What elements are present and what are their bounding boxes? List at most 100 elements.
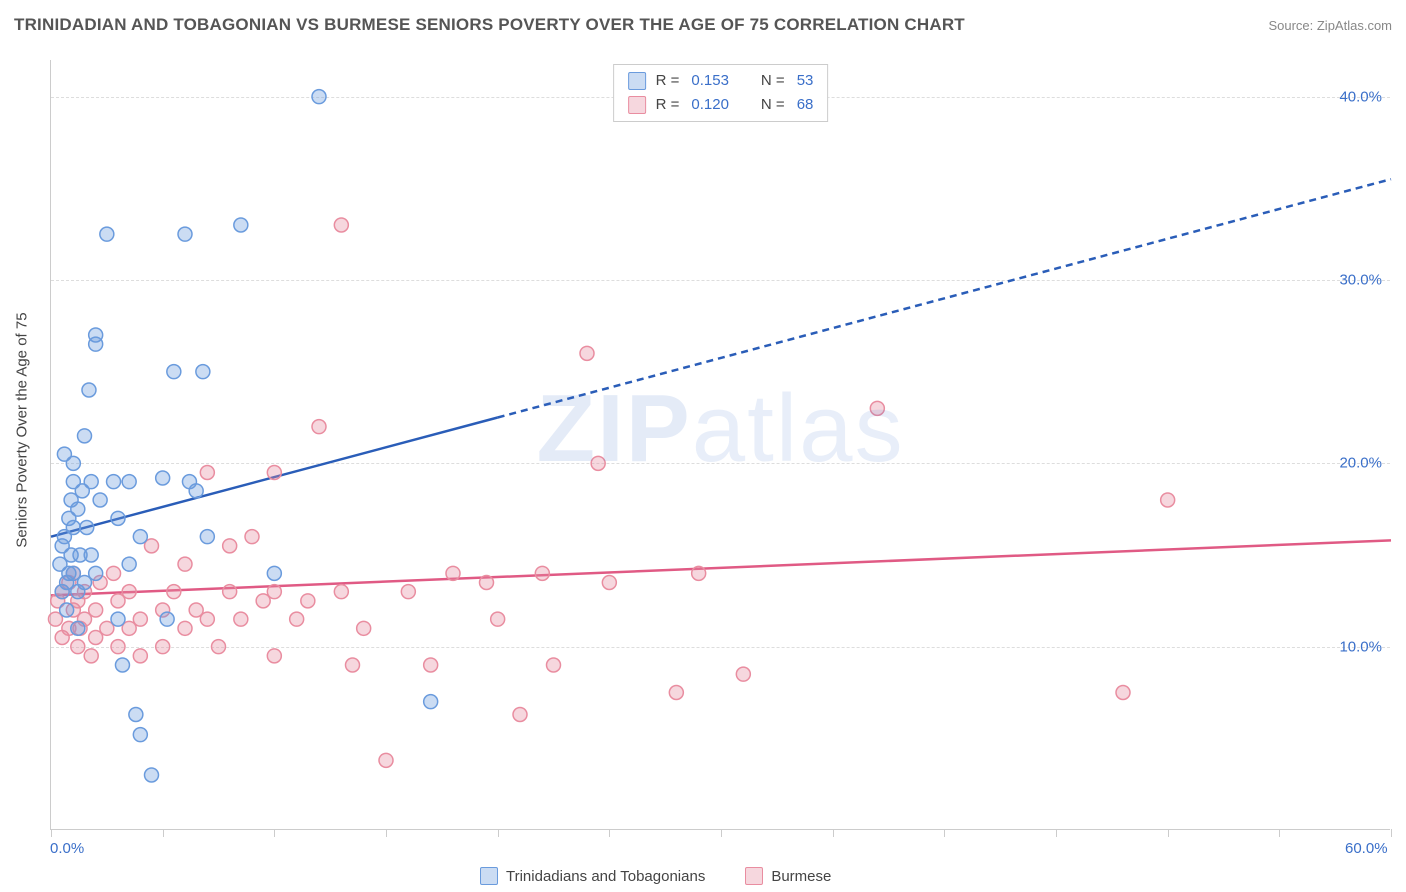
- chart-header: TRINIDADIAN AND TOBAGONIAN VS BURMESE SE…: [0, 0, 1406, 40]
- data-point: [156, 640, 170, 654]
- x-tick-label: 60.0%: [1345, 840, 1388, 857]
- x-tick: [1279, 829, 1280, 837]
- data-point: [334, 218, 348, 232]
- data-point: [129, 708, 143, 722]
- legend-item-bm: Burmese: [745, 867, 831, 885]
- legend-label-tt: Trinidadians and Tobagonians: [506, 868, 705, 885]
- plot-svg: [51, 60, 1390, 829]
- legend-item-tt: Trinidadians and Tobagonians: [480, 867, 705, 885]
- data-point: [111, 612, 125, 626]
- data-point: [133, 530, 147, 544]
- data-point: [535, 566, 549, 580]
- data-point: [115, 658, 129, 672]
- x-tick: [1391, 829, 1392, 837]
- data-point: [84, 475, 98, 489]
- data-point: [692, 566, 706, 580]
- data-point: [234, 218, 248, 232]
- data-point: [446, 566, 460, 580]
- data-point: [71, 621, 85, 635]
- data-point: [145, 768, 159, 782]
- data-point: [107, 475, 121, 489]
- data-point: [334, 585, 348, 599]
- data-point: [301, 594, 315, 608]
- chart-source: Source: ZipAtlas.com: [1268, 18, 1392, 33]
- x-tick: [498, 829, 499, 837]
- data-point: [1116, 686, 1130, 700]
- data-point: [196, 365, 210, 379]
- data-point: [82, 383, 96, 397]
- data-point: [290, 612, 304, 626]
- y-tick-label: 20.0%: [1339, 455, 1382, 472]
- data-point: [89, 603, 103, 617]
- data-point: [111, 640, 125, 654]
- data-point: [80, 521, 94, 535]
- data-point: [547, 658, 561, 672]
- x-tick: [833, 829, 834, 837]
- data-point: [156, 471, 170, 485]
- data-point: [424, 658, 438, 672]
- data-point: [100, 227, 114, 241]
- data-point: [200, 466, 214, 480]
- trend-line: [51, 540, 1391, 595]
- swatch-tt: [628, 72, 646, 90]
- data-point: [480, 576, 494, 590]
- data-point: [84, 649, 98, 663]
- legend-series: Trinidadians and Tobagonians Burmese: [50, 862, 1390, 890]
- data-point: [122, 557, 136, 571]
- data-point: [357, 621, 371, 635]
- legend-stat-bm: R = 0.120 N = 68: [628, 93, 814, 117]
- data-point: [178, 621, 192, 635]
- data-point: [78, 429, 92, 443]
- legend-stats: R = 0.153 N = 53 R = 0.120 N = 68: [613, 64, 829, 122]
- data-point: [234, 612, 248, 626]
- y-tick-label: 30.0%: [1339, 272, 1382, 289]
- data-point: [66, 456, 80, 470]
- data-point: [223, 539, 237, 553]
- data-point: [71, 640, 85, 654]
- data-point: [1161, 493, 1175, 507]
- data-point: [223, 585, 237, 599]
- data-point: [200, 612, 214, 626]
- legend-label-bm: Burmese: [771, 868, 831, 885]
- chart-title: TRINIDADIAN AND TOBAGONIAN VS BURMESE SE…: [14, 15, 965, 35]
- y-tick-label: 40.0%: [1339, 88, 1382, 105]
- data-point: [178, 557, 192, 571]
- data-point: [107, 566, 121, 580]
- data-point: [513, 708, 527, 722]
- data-point: [60, 603, 74, 617]
- data-point: [89, 328, 103, 342]
- data-point: [401, 585, 415, 599]
- data-point: [167, 585, 181, 599]
- data-point: [66, 521, 80, 535]
- data-point: [267, 649, 281, 663]
- data-point: [346, 658, 360, 672]
- data-point: [111, 511, 125, 525]
- x-tick: [721, 829, 722, 837]
- data-point: [267, 585, 281, 599]
- data-point: [424, 695, 438, 709]
- data-point: [93, 493, 107, 507]
- x-tick: [274, 829, 275, 837]
- x-tick: [386, 829, 387, 837]
- data-point: [267, 566, 281, 580]
- data-point: [245, 530, 259, 544]
- data-point: [870, 401, 884, 415]
- data-point: [122, 585, 136, 599]
- y-axis-label: Seniors Poverty Over the Age of 75: [14, 312, 31, 547]
- plot-area: ZIPatlas R = 0.153 N = 53 R = 0.120 N = …: [50, 60, 1390, 830]
- data-point: [133, 649, 147, 663]
- data-point: [379, 753, 393, 767]
- x-tick: [1168, 829, 1169, 837]
- swatch-bm-2: [745, 867, 763, 885]
- data-point: [591, 456, 605, 470]
- data-point: [312, 420, 326, 434]
- data-point: [84, 548, 98, 562]
- x-tick-label: 0.0%: [50, 840, 84, 857]
- data-point: [160, 612, 174, 626]
- data-point: [178, 227, 192, 241]
- data-point: [133, 612, 147, 626]
- data-point: [167, 365, 181, 379]
- data-point: [602, 576, 616, 590]
- x-tick: [1056, 829, 1057, 837]
- data-point: [669, 686, 683, 700]
